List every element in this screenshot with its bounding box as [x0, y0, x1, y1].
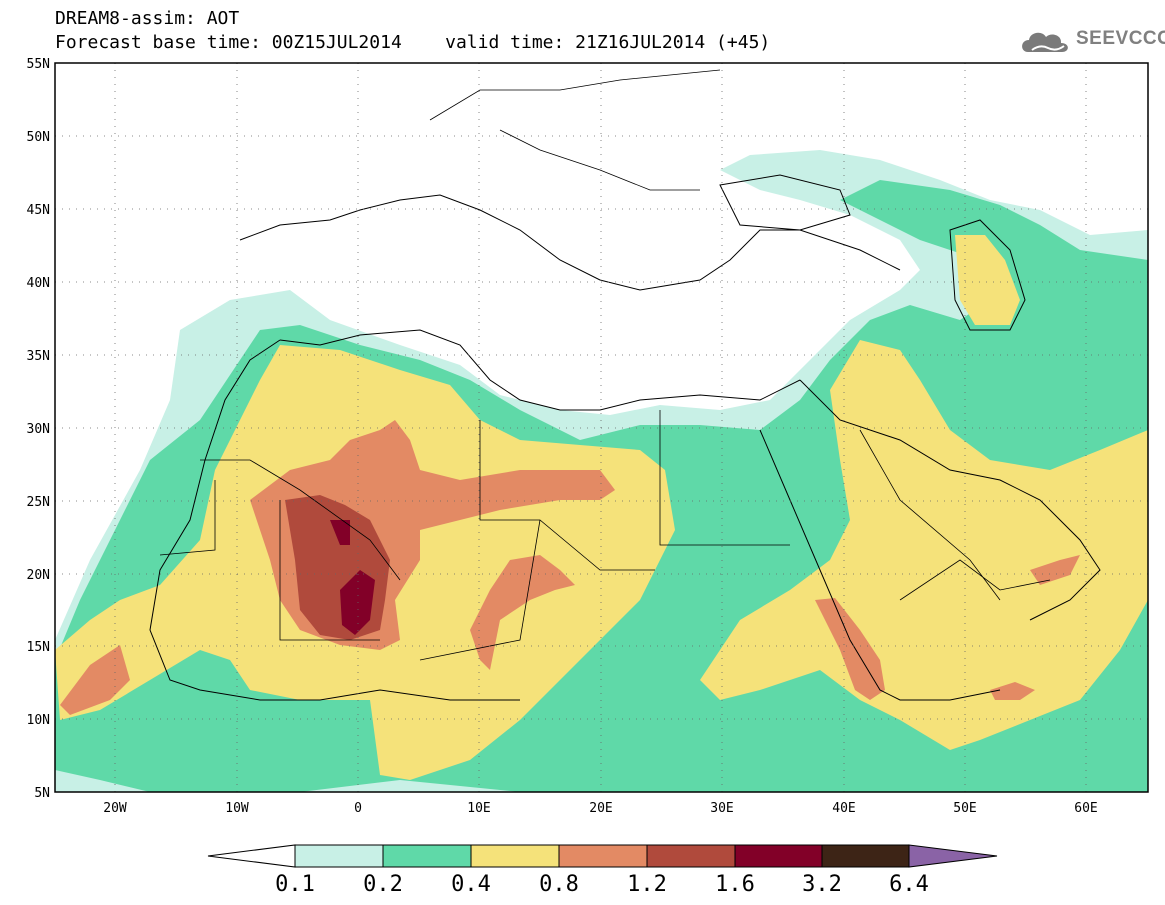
forecast-time-line: Forecast base time: 00Z15JUL2014 valid t…: [55, 32, 771, 53]
colorbar-labels: 0.1 0.2 0.4 0.8 1.2 1.6 3.2 6.4: [275, 872, 929, 897]
coastline-black-sea: [719, 174, 851, 231]
colorbar: [207, 844, 998, 868]
aot-level-0.4-caspian: [955, 235, 1020, 325]
coastline-red-sea: [759, 429, 1001, 701]
colorbar-over-arrow: [908, 844, 998, 868]
lat-label: 45N: [27, 203, 50, 218]
lon-label: 10W: [225, 801, 249, 816]
longitude-labels: 20W 10W 0 10E 20E 30E 40E 50E 60E: [103, 801, 1097, 816]
aot-fields: [55, 150, 1148, 792]
colorbar-tick: 0.8: [539, 872, 579, 897]
logo-text: SEEVCCC: [1076, 28, 1165, 49]
aot-level-0.8-south: [470, 555, 575, 670]
aot-level-0.8-arabia: [1030, 555, 1080, 585]
colorbar-under-arrow: [207, 844, 296, 868]
colorbar-tick: 0.2: [363, 872, 403, 897]
colorbar-bin: [382, 844, 472, 868]
map-frame: [54, 62, 1149, 793]
aot-level-0.8-redsea: [815, 598, 885, 700]
lat-label: 25N: [27, 495, 50, 510]
aot-level-0.8-arabian-sea: [990, 682, 1035, 700]
lon-label: 60E: [1074, 801, 1097, 816]
colorbar-tick: 1.2: [627, 872, 667, 897]
colorbar-tick: 0.1: [275, 872, 315, 897]
coastline-north-africa: [279, 329, 801, 411]
aot-level-0.4-east: [700, 340, 1148, 750]
lat-label: 15N: [27, 640, 50, 655]
lon-label: 50E: [953, 801, 976, 816]
cloud-icon: [1022, 32, 1068, 52]
colorbar-bin: [558, 844, 648, 868]
lon-label: 20W: [103, 801, 127, 816]
coastlines: [149, 174, 1101, 701]
colorbar-tick: 6.4: [889, 872, 929, 897]
coastline-africa-west: [149, 339, 520, 701]
map-title: DREAM8-assim: AOT: [55, 8, 240, 29]
coastline-arabia: [799, 379, 1101, 621]
gridlines: [55, 63, 1148, 792]
coastline-caspian: [949, 219, 1026, 331]
lat-label: 50N: [27, 130, 50, 145]
colorbar-tick: 3.2: [802, 872, 842, 897]
lon-label: 0: [354, 801, 362, 816]
lat-label: 20N: [27, 568, 50, 583]
colorbar-tick: 0.4: [451, 872, 491, 897]
country-borders: [159, 69, 1051, 661]
lat-label: 30N: [27, 422, 50, 437]
colorbar-bin: [294, 844, 384, 868]
lon-label: 30E: [710, 801, 733, 816]
lat-label: 55N: [27, 57, 50, 72]
colorbar-bin: [646, 844, 736, 868]
lon-label: 20E: [589, 801, 612, 816]
aot-level-1.6: [330, 520, 375, 635]
lat-label: 40N: [27, 276, 50, 291]
colorbar-bin: [470, 844, 560, 868]
lat-label: 10N: [27, 713, 50, 728]
coastline-europe: [239, 194, 901, 291]
latitude-labels: 55N 50N 45N 40N 35N 30N 25N 20N 15N 10N …: [27, 57, 50, 801]
lat-label: 35N: [27, 349, 50, 364]
lat-label: 5N: [34, 786, 50, 801]
colorbar-bin: [734, 844, 823, 868]
colorbar-bin: [821, 844, 910, 868]
lon-label: 40E: [832, 801, 855, 816]
colorbar-tick: 1.6: [715, 872, 755, 897]
aot-level-0.8-west: [60, 645, 130, 715]
seevccc-logo: SEEVCCC: [1018, 24, 1165, 58]
lon-label: 10E: [467, 801, 490, 816]
